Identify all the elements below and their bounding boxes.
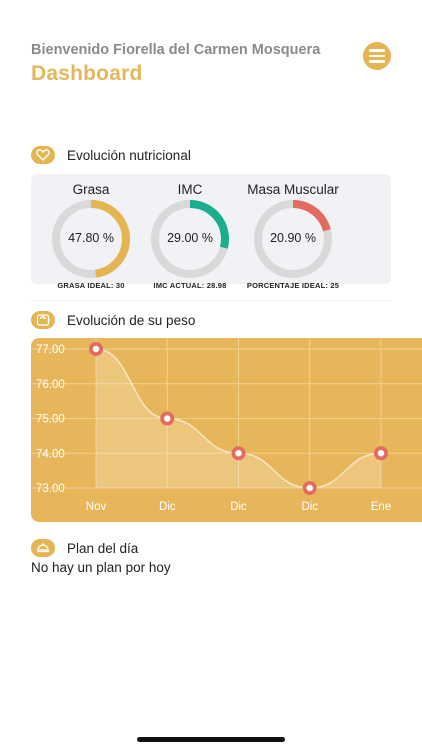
x-tick-label: Ene xyxy=(371,501,391,513)
metric-value: 29.00 % xyxy=(167,231,213,245)
weight-section-header: Evolución de su peso xyxy=(31,311,195,329)
y-tick-label: 76.00 xyxy=(36,379,65,391)
y-tick-label: 74.00 xyxy=(36,448,65,460)
home-indicator[interactable] xyxy=(137,737,285,742)
x-tick-label: Dic xyxy=(159,501,176,513)
progress-ring: 47.80 % xyxy=(50,198,132,280)
data-point-center xyxy=(235,450,242,457)
y-tick-label: 75.00 xyxy=(36,414,65,426)
section-divider xyxy=(31,300,391,301)
metric-caption: IMC ACTUAL: 28.98 xyxy=(153,281,227,290)
nutrition-section-header: Evolución nutricional xyxy=(31,146,191,164)
data-point-center xyxy=(306,484,313,492)
metric-title: Masa Muscular xyxy=(247,182,339,197)
metric-masa-muscular: Masa Muscular 20.90 % PORCENTAJE IDEAL: … xyxy=(238,182,348,290)
progress-ring: 20.90 % xyxy=(252,198,334,280)
data-point-center xyxy=(164,415,171,422)
hamburger-icon[interactable] xyxy=(363,42,391,70)
plan-section-header: Plan del día xyxy=(31,539,138,557)
weight-section-title: Evolución de su peso xyxy=(67,312,196,328)
weight-chart: 77.00 76.00 75.00 74.00 73.00 Nov Dic Dic Dic Ene xyxy=(31,338,422,522)
metric-caption: GRASA IDEAL: 30 xyxy=(57,281,125,290)
plan-section-title: Plan del día xyxy=(67,540,139,556)
greeting-text: Bienvenido Fiorella del Carmen Mosquera xyxy=(31,42,321,58)
x-tick-label: Dic xyxy=(230,501,247,513)
nutrition-card: Grasa 47.80 % GRASA IDEAL: 30 IMC 29.00 … xyxy=(31,174,391,290)
weight-line-chart: 77.00 76.00 75.00 74.00 73.00 Nov Dic Dic Dic Ene xyxy=(31,338,422,513)
metric-grasa: Grasa 47.80 % GRASA IDEAL: 30 xyxy=(36,182,146,290)
area-fill xyxy=(96,349,381,488)
metric-caption: PORCENTAJE IDEAL: 25 xyxy=(246,281,340,290)
heart-icon xyxy=(31,146,55,164)
metric-value: 47.80 % xyxy=(68,231,114,245)
x-tick-label: Nov xyxy=(86,501,107,513)
metric-value: 20.90 % xyxy=(270,231,316,245)
page-title: Dashboard xyxy=(31,61,143,85)
food-plate-icon xyxy=(31,539,55,557)
data-point-center xyxy=(92,345,100,353)
progress-ring: 29.00 % xyxy=(149,198,231,280)
x-tick-label: Dic xyxy=(301,501,318,513)
header: Bienvenido Fiorella del Carmen Mosquera … xyxy=(31,42,351,86)
metric-title: Grasa xyxy=(72,182,110,197)
y-tick-label: 77.00 xyxy=(36,344,65,356)
data-point-center xyxy=(377,450,385,457)
metric-imc: IMC 29.00 % IMC ACTUAL: 28.98 xyxy=(135,182,245,290)
scale-icon xyxy=(31,311,55,329)
metric-title: IMC xyxy=(177,182,203,197)
plan-empty-text: No hay un plan por hoy xyxy=(31,560,171,575)
y-tick-label: 73.00 xyxy=(36,483,65,495)
nutrition-section-title: Evolución nutricional xyxy=(67,147,191,163)
